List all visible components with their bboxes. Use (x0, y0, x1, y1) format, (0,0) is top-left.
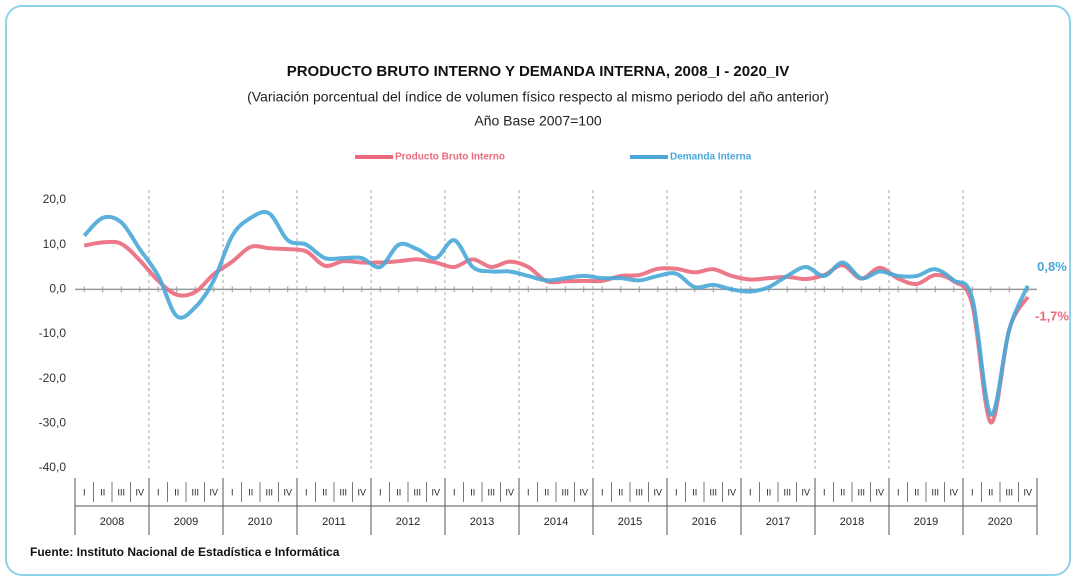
y-tick-label: -10,0 (39, 326, 67, 340)
x-tick-label: IV (949, 487, 958, 497)
series-line (82, 210, 1030, 417)
x-tick-label: I (823, 487, 826, 497)
x-tick-label: III (783, 487, 791, 497)
year-label: 2015 (618, 516, 642, 528)
x-tick-label: I (83, 487, 86, 497)
x-tick-label: IV (505, 487, 514, 497)
series-line (83, 239, 1030, 425)
y-tick-label: 0,0 (49, 282, 66, 296)
legend-label: Demanda Interna (670, 152, 752, 163)
y-tick-label: 20,0 (43, 192, 67, 206)
year-label: 2014 (544, 516, 568, 528)
source: Fuente: Instituto Nacional de Estadístic… (30, 545, 340, 559)
x-tick-label: III (117, 487, 125, 497)
x-tick-label: II (322, 487, 327, 497)
y-tick-label: -40,0 (39, 460, 67, 474)
x-tick-label: III (265, 487, 273, 497)
card (5, 5, 1071, 576)
year-label: 2017 (766, 516, 790, 528)
chart-title: PRODUCTO BRUTO INTERNO Y DEMANDA INTERNA… (287, 63, 790, 80)
x-tick-label: II (248, 487, 253, 497)
year-label: 2020 (988, 516, 1012, 528)
x-tick-label: I (157, 487, 160, 497)
x-tick-label: III (709, 487, 717, 497)
x-tick-label: IV (875, 487, 884, 497)
x-tick-label: I (527, 487, 530, 497)
x-tick-label: III (931, 487, 939, 497)
x-tick-label: II (100, 487, 105, 497)
end-label: -1,7% (1035, 308, 1069, 323)
x-tick-label: II (470, 487, 475, 497)
x-tick-label: III (635, 487, 643, 497)
year-label: 2012 (396, 516, 420, 528)
x-tick-label: I (749, 487, 752, 497)
x-tick-label: II (396, 487, 401, 497)
x-tick-label: IV (801, 487, 810, 497)
x-tick-label: III (339, 487, 347, 497)
year-label: 2016 (692, 516, 716, 528)
x-tick-label: IV (283, 487, 292, 497)
x-tick-label: IV (579, 487, 588, 497)
x-tick-label: I (897, 487, 900, 497)
x-tick-label: IV (135, 487, 144, 497)
year-label: 2018 (840, 516, 864, 528)
x-tick-label: IV (209, 487, 218, 497)
year-label: 2019 (914, 516, 938, 528)
year-label: 2009 (174, 516, 198, 528)
x-tick-label: II (840, 487, 845, 497)
year-label: 2011 (322, 516, 346, 528)
x-tick-label: I (379, 487, 382, 497)
x-tick-label: II (174, 487, 179, 497)
year-label: 2010 (248, 516, 272, 528)
x-tick-label: III (1005, 487, 1013, 497)
x-tick-label: IV (727, 487, 736, 497)
x-tick-label: III (487, 487, 495, 497)
x-tick-label: II (988, 487, 993, 497)
x-tick-label: IV (357, 487, 366, 497)
x-tick-label: I (675, 487, 678, 497)
x-tick-label: IV (1023, 487, 1032, 497)
y-tick-label: -20,0 (39, 371, 67, 385)
x-tick-label: III (413, 487, 421, 497)
chart-note: Año Base 2007=100 (474, 113, 601, 129)
x-tick-label: I (305, 487, 308, 497)
x-tick-label: I (231, 487, 234, 497)
x-tick-label: I (453, 487, 456, 497)
year-label: 2008 (100, 516, 124, 528)
x-tick-label: III (561, 487, 569, 497)
x-tick-label: IV (431, 487, 440, 497)
legend-label: Producto Bruto Interno (395, 152, 505, 163)
x-tick-label: IV (653, 487, 662, 497)
x-tick-label: I (971, 487, 974, 497)
end-label: 0,8% (1037, 259, 1067, 274)
x-tick-label: I (601, 487, 604, 497)
x-tick-label: II (766, 487, 771, 497)
x-tick-label: II (544, 487, 549, 497)
x-tick-label: II (618, 487, 623, 497)
chart-subtitle: (Variación porcentual del índice de volu… (247, 89, 829, 105)
x-tick-label: II (914, 487, 919, 497)
x-tick-label: II (692, 487, 697, 497)
x-tick-label: III (191, 487, 199, 497)
x-tick-label: III (857, 487, 865, 497)
y-tick-label: -30,0 (39, 416, 67, 430)
y-tick-label: 10,0 (43, 237, 67, 251)
year-label: 2013 (470, 516, 494, 528)
